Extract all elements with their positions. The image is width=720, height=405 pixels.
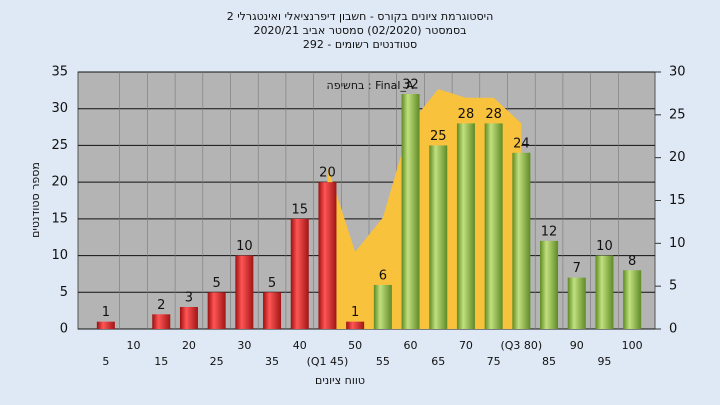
bar (540, 240, 559, 329)
data-label: 8 (628, 254, 636, 269)
y-tick-label: 30 (51, 101, 68, 116)
x-tick-label: 90 (570, 339, 584, 352)
data-label: 10 (596, 239, 613, 254)
data-label: 15 (291, 202, 308, 217)
x-axis-label: טווח ציונים (315, 374, 365, 387)
data-label: 20 (319, 166, 336, 181)
y2-tick-label: 15 (669, 193, 686, 208)
data-label: 5 (213, 276, 221, 291)
x-tick-label: 25 (210, 355, 224, 368)
data-label: 5 (268, 276, 276, 291)
x-tick-label: 10 (127, 339, 141, 352)
bar (290, 218, 309, 329)
chart-subtitle: סטודנטים רשומים - 292 (303, 38, 417, 51)
bar (595, 255, 614, 329)
x-tick-label: 70 (459, 339, 473, 352)
x-tick-label: 20 (182, 339, 196, 352)
x-tick-label: (Q3 80) (500, 339, 542, 352)
bar (484, 123, 503, 330)
bar (263, 292, 282, 329)
annotation: בחשיפה : Final_A (327, 79, 414, 92)
chart-subtitle: בסמסטר (02/2020) סמסטר אביב 2020/21 (253, 24, 466, 37)
x-tick-label: 35 (265, 355, 279, 368)
x-tick-label: 65 (431, 355, 445, 368)
bar (152, 314, 171, 329)
y-tick-label: 0 (60, 322, 68, 337)
data-label: 28 (485, 107, 502, 122)
bar (179, 306, 198, 329)
x-tick-label: (Q1 45) (307, 355, 349, 368)
data-label: 6 (379, 268, 387, 283)
bar (207, 292, 226, 329)
bar (235, 255, 254, 329)
x-tick-label: 15 (154, 355, 168, 368)
x-tick-label: 75 (487, 355, 501, 368)
y-tick-label: 20 (51, 175, 68, 190)
bar (401, 94, 420, 330)
data-label: 10 (236, 239, 253, 254)
bar (567, 277, 586, 329)
y2-tick-label: 0 (669, 322, 677, 337)
x-tick-label: 60 (404, 339, 418, 352)
bar (373, 284, 392, 329)
y-tick-label: 5 (60, 285, 68, 300)
y2-tick-label: 25 (669, 107, 686, 122)
y2-tick-label: 20 (669, 150, 686, 165)
bar (346, 321, 365, 329)
data-label: 7 (573, 261, 581, 276)
x-tick-label: 30 (237, 339, 251, 352)
bar (512, 152, 531, 329)
chart-title: היסטוגרמת ציונים בקורס - חשבון דיפרנציאל… (227, 10, 494, 23)
x-tick-label: 5 (102, 355, 109, 368)
data-label: 12 (541, 224, 558, 239)
bar (318, 182, 337, 329)
x-tick-label: 100 (622, 339, 643, 352)
y-axis-label: מספר סטודנטים (29, 162, 42, 238)
y2-tick-label: 5 (669, 279, 677, 294)
x-tick-label: 55 (376, 355, 390, 368)
y2-tick-label: 10 (669, 236, 686, 251)
bar (456, 123, 475, 330)
x-tick-label: 50 (348, 339, 362, 352)
bar (623, 270, 642, 329)
data-label: 1 (351, 305, 359, 320)
bar (96, 321, 115, 329)
y2-tick-label: 30 (669, 65, 686, 80)
data-label: 25 (430, 129, 447, 144)
data-label: 28 (458, 107, 475, 122)
y-tick-label: 10 (51, 248, 68, 263)
data-label: 1 (102, 305, 110, 320)
data-label: 3 (185, 290, 193, 305)
bar (429, 145, 448, 329)
x-tick-label: 40 (293, 339, 307, 352)
data-label: 24 (513, 136, 530, 151)
data-label: 2 (157, 298, 165, 313)
x-tick-label: 95 (597, 355, 611, 368)
data-label: 32 (402, 78, 419, 93)
y-tick-label: 35 (51, 65, 68, 80)
y-tick-label: 15 (51, 211, 68, 226)
y-tick-label: 25 (51, 138, 68, 153)
x-tick-label: 85 (542, 355, 556, 368)
